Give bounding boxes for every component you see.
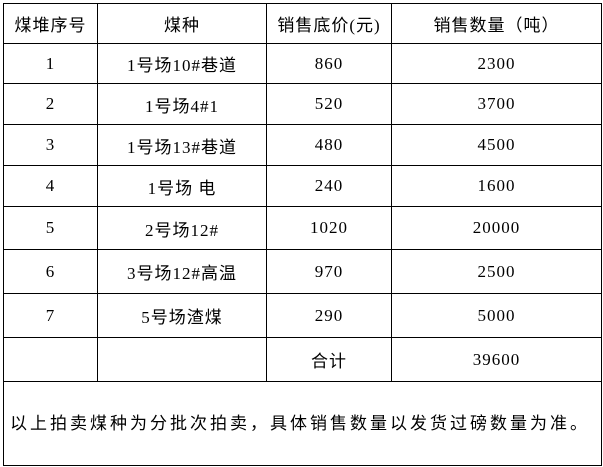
header-coal-type: 煤种 [97, 3, 267, 44]
coal-type: 2号场12# [97, 206, 267, 250]
base-price: 240 [266, 165, 392, 207]
coal-type: 1号场4#1 [97, 83, 267, 125]
table-row: 5 2号场12# 1020 20000 [3, 206, 602, 250]
quantity: 4500 [391, 124, 602, 166]
pile-no: 7 [3, 293, 98, 338]
table-row: 1 1号场10#巷道 860 2300 [3, 43, 602, 84]
table-row: 4 1号场 电 240 1600 [3, 165, 602, 207]
quantity: 5000 [391, 293, 602, 338]
table-row: 2 1号场4#1 520 3700 [3, 83, 602, 125]
coal-type: 1号场13#巷道 [97, 124, 267, 166]
pile-no: 6 [3, 249, 98, 294]
coal-type: 1号场 电 [97, 165, 267, 207]
base-price: 480 [266, 124, 392, 166]
table-row: 6 3号场12#高温 970 2500 [3, 249, 602, 294]
note-text: 以上拍卖煤种为分批次拍卖，具体销售数量以发货过磅数量为准。 [3, 381, 602, 466]
table-row: 7 5号场渣煤 290 5000 [3, 293, 602, 338]
base-price: 860 [266, 43, 392, 84]
pile-no: 3 [3, 124, 98, 166]
header-row: 煤堆序号 煤种 销售底价(元) 销售数量（吨） [3, 3, 602, 44]
pile-no: 2 [3, 83, 98, 125]
total-value: 39600 [391, 337, 602, 382]
pile-no: 1 [3, 43, 98, 84]
quantity: 3700 [391, 83, 602, 125]
pile-no: 5 [3, 206, 98, 250]
base-price: 970 [266, 249, 392, 294]
quantity: 2300 [391, 43, 602, 84]
quantity: 2500 [391, 249, 602, 294]
header-quantity: 销售数量（吨） [391, 3, 602, 44]
base-price: 290 [266, 293, 392, 338]
total-label: 合计 [266, 337, 392, 382]
pile-no: 4 [3, 165, 98, 207]
coal-type: 3号场12#高温 [97, 249, 267, 294]
header-base-price: 销售底价(元) [266, 3, 392, 44]
table-row: 3 1号场13#巷道 480 4500 [3, 124, 602, 166]
empty-cell [3, 337, 98, 382]
empty-cell [97, 337, 267, 382]
total-row: 合计 39600 [3, 337, 602, 382]
coal-type: 1号场10#巷道 [97, 43, 267, 84]
quantity: 1600 [391, 165, 602, 207]
base-price: 1020 [266, 206, 392, 250]
note-row: 以上拍卖煤种为分批次拍卖，具体销售数量以发货过磅数量为准。 [3, 381, 602, 466]
base-price: 520 [266, 83, 392, 125]
header-pile-no: 煤堆序号 [3, 3, 98, 44]
coal-sales-table: 煤堆序号 煤种 销售底价(元) 销售数量（吨） 1 1号场10#巷道 860 2… [3, 3, 602, 466]
coal-type: 5号场渣煤 [97, 293, 267, 338]
quantity: 20000 [391, 206, 602, 250]
